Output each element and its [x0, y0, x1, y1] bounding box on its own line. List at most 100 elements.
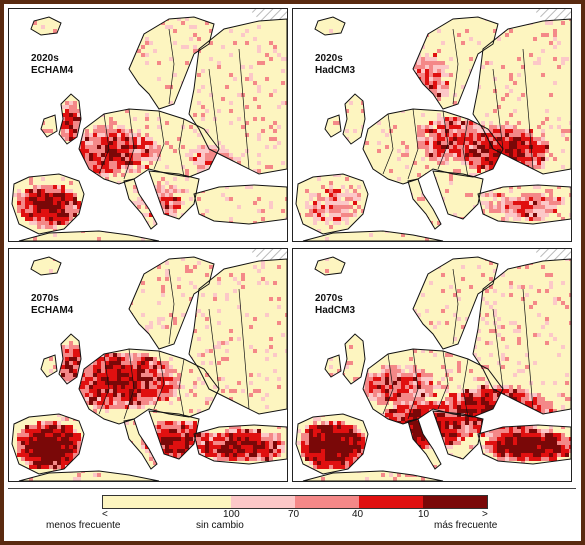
grid-cell	[369, 173, 373, 177]
grid-cell	[489, 141, 493, 145]
grid-cell	[117, 445, 121, 449]
grid-cell	[377, 373, 381, 377]
grid-cell	[441, 93, 445, 97]
grid-cell	[401, 393, 405, 397]
grid-cell	[245, 469, 249, 473]
grid-cell	[369, 377, 373, 381]
grid-cell	[329, 445, 333, 449]
legend-more-frequent-label: más frecuente	[434, 520, 498, 531]
grid-cell	[373, 201, 377, 205]
grid-cell	[397, 429, 401, 433]
grid-cell	[509, 429, 513, 433]
grid-cell	[365, 341, 369, 345]
grid-cell	[517, 405, 521, 409]
grid-cell	[57, 193, 61, 197]
grid-cell	[569, 193, 571, 197]
grid-cell	[393, 401, 397, 405]
grid-cell	[21, 437, 25, 441]
grid-cell	[97, 473, 101, 477]
grid-cell	[125, 141, 129, 145]
grid-cell	[137, 129, 141, 133]
grid-cell	[257, 373, 261, 377]
grid-cell	[461, 345, 465, 349]
grid-cell	[413, 45, 417, 49]
grid-cell	[533, 433, 537, 437]
grid-cell	[217, 61, 221, 65]
grid-cell	[525, 237, 529, 241]
grid-cell	[385, 205, 389, 209]
grid-cell	[505, 357, 509, 361]
grid-cell	[101, 385, 105, 389]
grid-cell	[525, 265, 529, 269]
grid-cell	[473, 449, 477, 453]
grid-cell	[73, 125, 77, 129]
grid-cell	[161, 213, 165, 217]
grid-cell	[509, 169, 513, 173]
grid-cell	[377, 213, 381, 217]
grid-cell	[413, 405, 417, 409]
grid-cell	[405, 93, 409, 97]
grid-cell	[13, 413, 17, 417]
grid-cell	[493, 385, 497, 389]
grid-cell	[501, 293, 505, 297]
grid-cell	[449, 137, 453, 141]
grid-cell	[177, 381, 181, 385]
grid-cell	[185, 45, 189, 49]
grid-cell	[73, 353, 77, 357]
grid-cell	[485, 153, 489, 157]
grid-cell	[165, 85, 169, 89]
grid-cell	[353, 189, 357, 193]
grid-cell	[65, 213, 69, 217]
grid-cell	[273, 433, 277, 437]
grid-cell	[405, 105, 409, 109]
grid-cell	[173, 29, 177, 33]
grid-cell	[501, 165, 505, 169]
grid-cell	[433, 201, 437, 205]
grid-cell	[473, 377, 477, 381]
grid-cell	[509, 129, 513, 133]
grid-cell	[509, 153, 513, 157]
grid-cell	[561, 393, 565, 397]
grid-cell	[405, 393, 409, 397]
grid-cell	[501, 129, 505, 133]
grid-cell	[317, 417, 321, 421]
grid-cell	[385, 69, 389, 73]
grid-cell	[217, 433, 221, 437]
grid-cell	[233, 433, 237, 437]
grid-cell	[257, 161, 261, 165]
grid-cell	[433, 121, 437, 125]
grid-cell	[441, 69, 445, 73]
grid-cell	[385, 389, 389, 393]
grid-cell	[229, 389, 233, 393]
grid-cell	[453, 133, 457, 137]
grid-cell	[37, 457, 41, 461]
grid-cell	[477, 357, 481, 361]
grid-cell	[229, 329, 233, 333]
grid-cell	[177, 429, 181, 433]
grid-cell	[81, 361, 85, 365]
grid-cell	[537, 449, 541, 453]
grid-cell	[153, 361, 157, 365]
coastline	[123, 418, 158, 470]
grid-cell	[113, 369, 117, 373]
grid-cell	[469, 445, 473, 449]
grid-cell	[521, 165, 525, 169]
grid-cell	[565, 449, 569, 453]
grid-cell	[237, 93, 241, 97]
grid-cell	[296, 77, 297, 81]
grid-cell	[133, 253, 137, 257]
grid-cell	[29, 445, 33, 449]
grid-cell	[437, 321, 441, 325]
grid-cell	[153, 441, 157, 445]
grid-cell	[533, 161, 537, 165]
grid-cell	[185, 17, 189, 21]
grid-cell	[49, 213, 53, 217]
grid-cell	[565, 453, 569, 457]
grid-cell	[57, 421, 61, 425]
grid-cell	[441, 417, 445, 421]
grid-cell	[141, 401, 145, 405]
grid-cell	[169, 373, 173, 377]
grid-cell	[321, 449, 325, 453]
grid-cell	[365, 393, 369, 397]
grid-cell	[129, 393, 133, 397]
